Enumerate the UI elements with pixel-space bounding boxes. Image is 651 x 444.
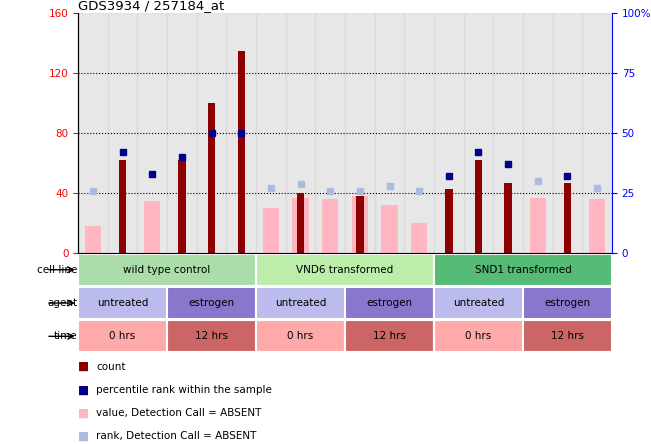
Bar [315,13,345,253]
Text: untreated: untreated [453,298,504,308]
Text: untreated: untreated [275,298,326,308]
Bar [167,321,256,353]
Text: ■: ■ [78,406,89,420]
Bar [434,321,523,353]
Bar [144,201,160,253]
Bar [238,51,245,253]
Bar [227,13,256,253]
Text: 12 hrs: 12 hrs [551,331,584,341]
Bar [322,199,339,253]
Bar [434,254,612,286]
Bar [404,13,434,253]
Text: 0 hrs: 0 hrs [288,331,314,341]
Bar [553,13,582,253]
Bar [523,321,612,353]
Text: SND1 transformed: SND1 transformed [475,265,572,275]
Bar [78,254,256,286]
Text: wild type control: wild type control [124,265,211,275]
Text: 12 hrs: 12 hrs [373,331,406,341]
Text: GDS3934 / 257184_at: GDS3934 / 257184_at [78,0,225,12]
Bar [345,321,434,353]
Text: agent: agent [48,298,77,308]
Bar [256,287,345,319]
Text: estrogen: estrogen [544,298,590,308]
Bar [445,189,452,253]
Bar [78,287,167,319]
Bar [85,226,101,253]
Bar [256,254,434,286]
Bar [119,160,126,253]
Text: ■: ■ [78,383,89,396]
Text: ■: ■ [78,429,89,443]
Bar [523,287,612,319]
Bar [297,193,304,253]
Bar [411,223,427,253]
Text: value, Detection Call = ABSENT: value, Detection Call = ABSENT [96,408,262,418]
Bar [564,182,571,253]
Text: 0 hrs: 0 hrs [109,331,135,341]
Bar [434,287,523,319]
Bar [263,208,279,253]
Bar [464,13,493,253]
Text: percentile rank within the sample: percentile rank within the sample [96,385,272,395]
Bar [167,287,256,319]
Text: untreated: untreated [97,298,148,308]
Text: estrogen: estrogen [189,298,234,308]
Bar [167,13,197,253]
Bar [292,198,309,253]
Bar [345,13,375,253]
Bar [286,13,315,253]
Bar [178,160,186,253]
Text: 0 hrs: 0 hrs [465,331,492,341]
Text: estrogen: estrogen [367,298,413,308]
Bar [137,13,167,253]
Bar [256,13,286,253]
Bar [475,160,482,253]
Text: cell line: cell line [37,265,77,275]
Bar [434,13,464,253]
Text: count: count [96,362,126,372]
Bar [530,198,546,253]
Bar [582,13,612,253]
Text: VND6 transformed: VND6 transformed [296,265,394,275]
Bar [208,103,215,253]
Bar [505,182,512,253]
Text: ■: ■ [78,360,89,373]
Bar [375,13,404,253]
Text: time: time [54,331,77,341]
Bar [493,13,523,253]
Bar [523,13,553,253]
Bar [345,287,434,319]
Bar [589,199,605,253]
Bar [108,13,137,253]
Bar [256,321,345,353]
Bar [197,13,227,253]
Bar [381,205,398,253]
Bar [356,196,363,253]
Text: rank, Detection Call = ABSENT: rank, Detection Call = ABSENT [96,431,256,441]
Bar [352,196,368,253]
Text: 12 hrs: 12 hrs [195,331,228,341]
Bar [78,13,108,253]
Bar [78,321,167,353]
